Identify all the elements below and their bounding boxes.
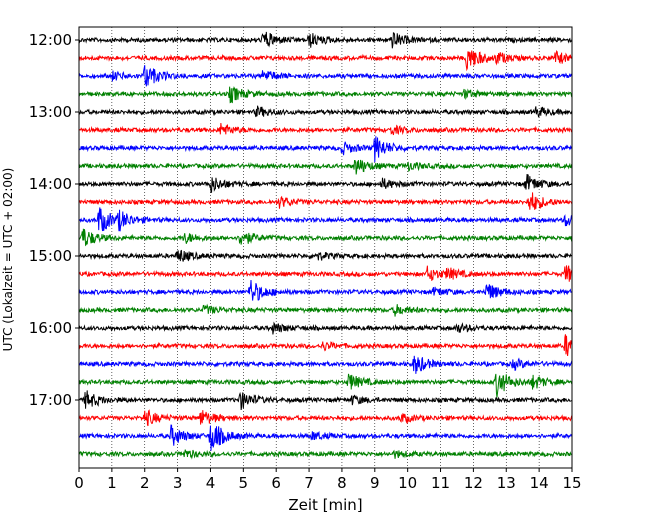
x-tick-label-3: 3 xyxy=(173,474,183,492)
trace-row-1 xyxy=(78,50,573,72)
x-tick-label-6: 6 xyxy=(271,474,281,492)
y-axis-label: UTC (Lokalzeit = UTC + 02:00) xyxy=(1,168,15,352)
x-tick-label-4: 4 xyxy=(206,474,216,492)
x-tick-label-14: 14 xyxy=(530,474,549,492)
y-tick-label-5: 17:00 xyxy=(29,391,72,409)
trace-row-10 xyxy=(78,207,573,232)
trace-row-2 xyxy=(78,65,573,87)
y-axis-ticks: 12:00 13:00 14:00 15:00 16:00 17:00 xyxy=(29,31,79,409)
x-tick-label-8: 8 xyxy=(337,474,347,492)
trace-row-15 xyxy=(78,303,573,317)
y-tick-label-0: 12:00 xyxy=(29,31,72,49)
x-tick-label-9: 9 xyxy=(370,474,380,492)
y-tick-label-4: 16:00 xyxy=(29,319,72,337)
trace-row-17 xyxy=(78,334,573,356)
y-tick-label-2: 14:00 xyxy=(29,175,72,193)
y-tick-label-1: 13:00 xyxy=(29,103,72,121)
x-tick-label-13: 13 xyxy=(497,474,516,492)
trace-row-5 xyxy=(78,123,573,136)
trace-row-14 xyxy=(78,280,573,301)
x-tick-label-2: 2 xyxy=(140,474,150,492)
trace-row-13 xyxy=(78,265,573,282)
trace-row-22 xyxy=(78,424,573,451)
trace-row-3 xyxy=(78,86,573,104)
trace-row-23 xyxy=(78,449,573,460)
trace-row-21 xyxy=(78,409,573,427)
x-tick-label-7: 7 xyxy=(304,474,314,492)
x-tick-label-11: 11 xyxy=(431,474,450,492)
x-tick-label-15: 15 xyxy=(562,474,581,492)
y-tick-label-3: 15:00 xyxy=(29,247,72,265)
trace-row-11 xyxy=(78,228,573,247)
x-tick-label-0: 0 xyxy=(74,474,84,492)
x-axis-ticks: 0 1 2 3 4 5 6 7 8 9 10 11 12 13 14 15 xyxy=(74,468,582,492)
trace-rows xyxy=(78,31,573,460)
x-tick-label-10: 10 xyxy=(398,474,417,492)
trace-row-0 xyxy=(78,31,573,49)
x-tick-label-5: 5 xyxy=(239,474,249,492)
trace-row-18 xyxy=(78,355,573,374)
trace-row-4 xyxy=(78,105,573,118)
trace-row-16 xyxy=(78,321,573,335)
trace-row-19 xyxy=(78,373,573,398)
trace-row-8 xyxy=(78,174,573,193)
x-tick-label-12: 12 xyxy=(464,474,483,492)
trace-row-7 xyxy=(78,159,573,175)
trace-row-12 xyxy=(78,249,573,262)
plot-frame xyxy=(78,26,573,469)
x-tick-label-1: 1 xyxy=(107,474,117,492)
trace-row-6 xyxy=(78,136,573,163)
x-axis-label: Zeit [min] xyxy=(288,496,362,514)
trace-row-9 xyxy=(78,192,573,210)
trace-row-20 xyxy=(78,390,573,411)
